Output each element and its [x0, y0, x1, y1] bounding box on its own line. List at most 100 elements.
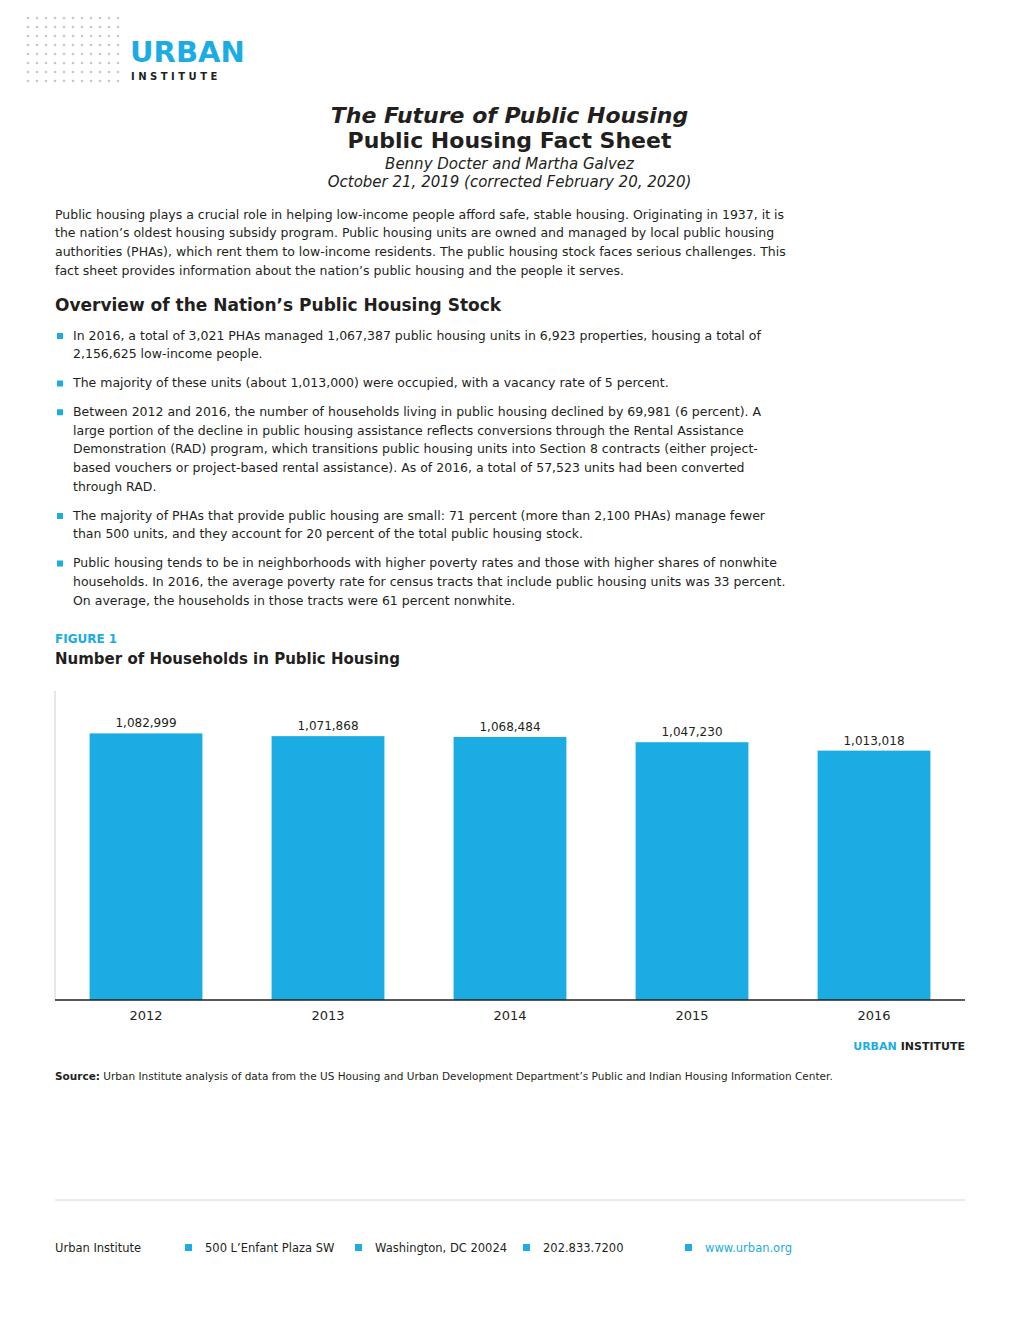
logo-dot: [81, 62, 84, 65]
logo-dot: [36, 17, 39, 20]
text-line: large portion of the decline in public h…: [73, 423, 744, 438]
x-tick-label: 2015: [675, 1008, 708, 1023]
logo-dot: [99, 26, 102, 29]
logo-urban: URBAN: [130, 35, 245, 69]
logo-dot: [72, 26, 75, 29]
text-line: The Future of Public Housing: [331, 103, 689, 128]
source-text: Urban Institute analysis of data from th…: [100, 1070, 833, 1082]
logo-dot: [108, 17, 111, 20]
separator: [55, 1200, 965, 1201]
logo-dot: [36, 53, 39, 56]
x-tick-label: 2014: [493, 1008, 526, 1023]
bullet-text: Between 2012 and 2016, the number of hou…: [73, 404, 762, 494]
x-tick-label: 2013: [311, 1008, 344, 1023]
logo-dot: [45, 80, 48, 83]
logo-dot: [117, 17, 120, 20]
text-line: The majority of these units (about 1,013…: [72, 375, 669, 390]
logo-dot: [36, 35, 39, 38]
logo-dot: [36, 80, 39, 83]
title: The Future of Public Housing: [331, 103, 689, 128]
logo-dot: [90, 71, 93, 74]
footer-separator: [685, 1244, 692, 1251]
logo-dot: [90, 44, 93, 47]
text-line: through RAD.: [73, 479, 156, 494]
footer-item: Urban Institute: [55, 1241, 141, 1255]
logo-dot: [117, 44, 120, 47]
x-tick-label: 2012: [129, 1008, 162, 1023]
logo-dot: [45, 71, 48, 74]
logo-dot: [117, 62, 120, 65]
logo-dot: [63, 26, 66, 29]
logo-dot: [36, 26, 39, 29]
text-line: Number of Households in Public Housing: [55, 650, 400, 668]
logo-dot: [45, 62, 48, 65]
background: [0, 0, 1019, 1320]
logo-dot: [72, 62, 75, 65]
bullet-text: The majority of these units (about 1,013…: [72, 375, 669, 390]
text-line: based vouchers or project-based rental a…: [73, 460, 745, 475]
logo-dot: [63, 80, 66, 83]
logo-dot: [63, 35, 66, 38]
bars: [90, 733, 931, 1000]
text-line: Overview of the Nation’s Public Housing …: [55, 295, 502, 315]
logo-dot: [108, 71, 111, 74]
logo-dot: [63, 62, 66, 65]
text-line: FIGURE 1: [55, 632, 117, 646]
logo-dot: [63, 17, 66, 20]
footer-item: 202.833.7200: [543, 1241, 623, 1255]
logo-institute: I N S T I T U T E: [131, 71, 217, 82]
logo-dot: [54, 53, 57, 56]
data-label: 1,013,018: [843, 734, 904, 748]
logo-dot: [72, 35, 75, 38]
logo-dot: [99, 80, 102, 83]
logo-dot: [27, 62, 30, 65]
logo-dot: [27, 71, 30, 74]
logo-dot: [117, 80, 120, 83]
logo-dot: [45, 44, 48, 47]
text-line: Between 2012 and 2016, the number of hou…: [73, 404, 762, 419]
logo-dot: [54, 35, 57, 38]
footer-separator: [355, 1244, 362, 1251]
text-line: Public Housing Fact Sheet: [348, 128, 672, 153]
text-line: October 21, 2019 (corrected February 20,…: [328, 173, 692, 191]
logo-dot: [54, 17, 57, 20]
logo-dot: [81, 35, 84, 38]
chart-title: Number of Households in Public Housing: [55, 650, 400, 668]
title: Public Housing Fact Sheet: [348, 128, 672, 153]
footer-item: Washington, DC 20024: [375, 1241, 507, 1255]
x-axis-line: [55, 999, 965, 1001]
bullet-text: In 2016, a total of 3,021 PHAs managed 1…: [73, 328, 761, 362]
logo-dot: [36, 71, 39, 74]
logo-dot: [27, 53, 30, 56]
logo-dot: [72, 80, 75, 83]
bar: [272, 736, 385, 1000]
text-line: authorities (PHAs), which rent them to l…: [55, 244, 786, 259]
text-line: Benny Docter and Martha Galvez: [385, 155, 635, 173]
logo-dot: [45, 35, 48, 38]
bullet-marker: [57, 561, 63, 567]
logo-dot: [108, 62, 111, 65]
bullet-marker: [57, 333, 63, 339]
logo-dot: [90, 17, 93, 20]
logo-dot: [54, 44, 57, 47]
bullet-text: The majority of PHAs that provide public…: [72, 508, 766, 542]
logo-dot: [72, 53, 75, 56]
text-line: Demonstration (RAD) program, which trans…: [73, 441, 758, 456]
source-label: Source:: [55, 1070, 100, 1082]
text-line: the nation’s oldest housing subsidy prog…: [55, 225, 774, 240]
page: URBAN I N S T I T U T E The Future of Publ…: [0, 0, 1019, 1320]
logo-dot: [54, 80, 57, 83]
watermark-urban: URBAN: [853, 1040, 897, 1053]
data-label: 1,068,484: [479, 720, 540, 734]
logo-dot: [27, 26, 30, 29]
section-title: Overview of the Nation’s Public Housing …: [55, 295, 502, 315]
subtitle: Benny Docter and Martha Galvez: [385, 155, 635, 173]
logo-dot: [45, 26, 48, 29]
logo: [27, 17, 120, 83]
bullet-marker: [57, 513, 63, 519]
logo-dot: [27, 17, 30, 20]
bar: [636, 742, 749, 1000]
logo-dot: [90, 80, 93, 83]
logo-dot: [81, 17, 84, 20]
logo-dot: [63, 44, 66, 47]
